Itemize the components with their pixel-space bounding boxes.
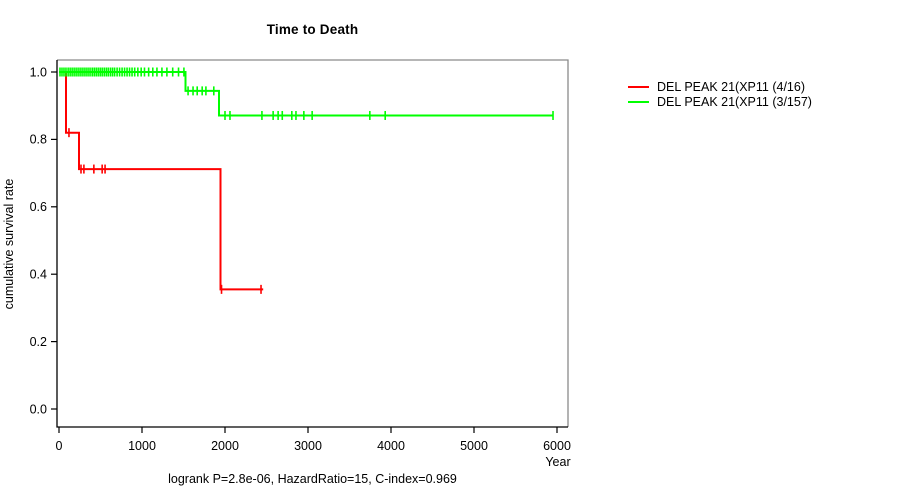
x-tick-label: 2000 [211, 439, 239, 453]
plot-axes [56, 60, 568, 428]
legend: DEL PEAK 21(XP11 (4/16) DEL PEAK 21(XP11 … [628, 79, 812, 110]
y-tick-label: 0.0 [30, 402, 47, 416]
y-tick-label: 0.2 [30, 335, 47, 349]
x-axis-title: Year [545, 455, 571, 469]
x-tick-label: 4000 [377, 439, 405, 453]
x-tick-label: 5000 [460, 439, 488, 453]
chart-title: Time to Death [266, 22, 359, 37]
x-tick-label: 1000 [128, 439, 156, 453]
survival-curve-red [59, 71, 264, 291]
legend-item: DEL PEAK 21(XP11 (3/157) [628, 95, 812, 111]
legend-line-swatch [628, 85, 649, 88]
y-tick-label: 1.0 [30, 65, 47, 79]
legend-item: DEL PEAK 21(XP11 (4/16) [628, 79, 812, 95]
survival-curve-green [59, 71, 553, 117]
plot-box-top-right [57, 59, 569, 427]
y-tick-label: 0.8 [30, 133, 47, 147]
legend-label: DEL PEAK 21(XP11 (3/157) [657, 95, 812, 110]
x-tick-label: 6000 [543, 439, 571, 453]
legend-label: DEL PEAK 21(XP11 (4/16) [657, 79, 805, 94]
legend-line-swatch [628, 101, 649, 104]
y-tick-label: 0.6 [30, 200, 47, 214]
x-tick-label: 0 [56, 439, 63, 453]
y-tick-label: 0.4 [30, 268, 47, 282]
stats-annotation: logrank P=2.8e-06, HazardRatio=15, C-ind… [168, 472, 457, 486]
y-axis-title: cumulative survival rate [2, 178, 16, 310]
x-tick-label: 3000 [294, 439, 322, 453]
